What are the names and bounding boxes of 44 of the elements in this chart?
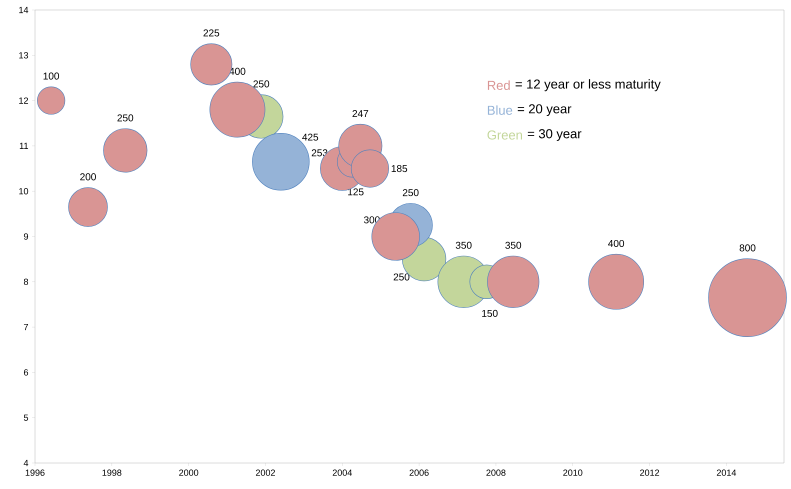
annotation: = 20 year	[518, 104, 572, 116]
text: Red	[488, 80, 510, 90]
data-label: 800	[740, 244, 756, 252]
data-label: 350	[456, 242, 472, 249]
x-tick-label: 2010	[563, 470, 582, 476]
x-tick-label: 2000	[179, 470, 198, 476]
x-tick-label: 2002	[256, 470, 275, 476]
data-label: 250	[117, 114, 134, 122]
x-tick-label: 1996	[26, 470, 45, 476]
text: Green	[488, 130, 522, 140]
x-tick-label: 2014	[716, 470, 736, 476]
data-label: 185	[392, 165, 408, 172]
data-label: 125	[348, 188, 364, 196]
x-tick-label: 2008	[486, 470, 506, 476]
data-label: 247	[352, 110, 368, 117]
y-tick-label: 11	[20, 142, 28, 149]
data-label: 100	[44, 72, 60, 80]
data-label: 250	[253, 80, 270, 88]
annotation: = 12 year or less maturity	[516, 79, 661, 92]
y-tick-label: 12	[19, 97, 28, 104]
y-tick-label: 10	[19, 188, 28, 194]
data-label: 225	[203, 29, 220, 36]
data-label: 425	[302, 134, 318, 141]
x-tick-label: 1998	[102, 470, 122, 476]
y-tick-label: 5	[24, 414, 28, 421]
y-tick-label: 4	[24, 460, 28, 466]
x-tick-label: 2004	[332, 470, 352, 476]
data-label: 150	[482, 310, 498, 317]
y-tick-label: 14	[19, 6, 28, 14]
x-tick-label: 2012	[640, 470, 660, 476]
text: Blue	[488, 105, 512, 115]
y-tick-label: 9	[24, 233, 28, 240]
data-label: 400	[608, 240, 624, 247]
annotation: = 30 year	[528, 129, 582, 141]
y-tick-label: 6	[24, 369, 28, 376]
y-tick-label: 7	[24, 324, 28, 330]
data-label: 250	[402, 189, 419, 196]
data-label: 350	[505, 242, 522, 249]
x-tick-label: 2006	[410, 470, 429, 476]
y-tick-label: 13	[19, 52, 28, 58]
data-label: 200	[80, 173, 96, 180]
y-tick-label: 8	[24, 278, 28, 285]
data-label: 400	[229, 68, 246, 75]
data-label: 250	[394, 273, 410, 280]
